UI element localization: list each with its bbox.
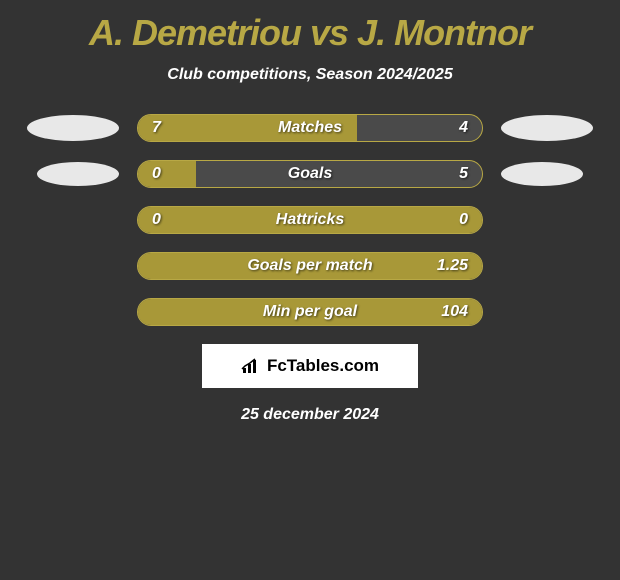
stat-right-value: 1.25	[437, 257, 468, 275]
stat-left-value: 7	[152, 119, 161, 137]
stat-label: Hattricks	[276, 211, 344, 229]
stat-bar-matches: 7 Matches 4	[137, 114, 483, 142]
stat-bar-mpg: Min per goal 104	[137, 298, 483, 326]
stat-label: Goals	[288, 165, 332, 183]
stat-row-mpg: Min per goal 104	[0, 298, 620, 326]
stat-label: Goals per match	[247, 257, 372, 275]
stat-bar-goals: 0 Goals 5	[137, 160, 483, 188]
stat-label: Matches	[278, 119, 342, 137]
chart-icon	[241, 358, 261, 374]
subtitle: Club competitions, Season 2024/2025	[0, 66, 620, 84]
logo-text: FcTables.com	[267, 356, 379, 376]
stat-row-goals: 0 Goals 5	[0, 160, 620, 188]
player2-ellipse	[501, 115, 593, 141]
player1-ellipse	[27, 115, 119, 141]
player1-ellipse	[37, 162, 119, 186]
stats-container: 7 Matches 4 0 Goals 5 0 Hattricks 0 G	[0, 114, 620, 326]
bar-left-fill	[138, 161, 196, 187]
page-title: A. Demetriou vs J. Montnor	[0, 0, 620, 54]
stat-left-value: 0	[152, 165, 161, 183]
stat-row-hattricks: 0 Hattricks 0	[0, 206, 620, 234]
stat-label: Min per goal	[263, 303, 357, 321]
stat-row-gpm: Goals per match 1.25	[0, 252, 620, 280]
stat-right-value: 104	[441, 303, 468, 321]
stat-right-value: 5	[459, 165, 468, 183]
fctables-logo[interactable]: FcTables.com	[202, 344, 418, 388]
player2-ellipse	[501, 162, 583, 186]
stat-bar-gpm: Goals per match 1.25	[137, 252, 483, 280]
stat-bar-hattricks: 0 Hattricks 0	[137, 206, 483, 234]
stat-right-value: 4	[459, 119, 468, 137]
stat-left-value: 0	[152, 211, 161, 229]
date-label: 25 december 2024	[0, 406, 620, 424]
stat-right-value: 0	[459, 211, 468, 229]
stat-row-matches: 7 Matches 4	[0, 114, 620, 142]
